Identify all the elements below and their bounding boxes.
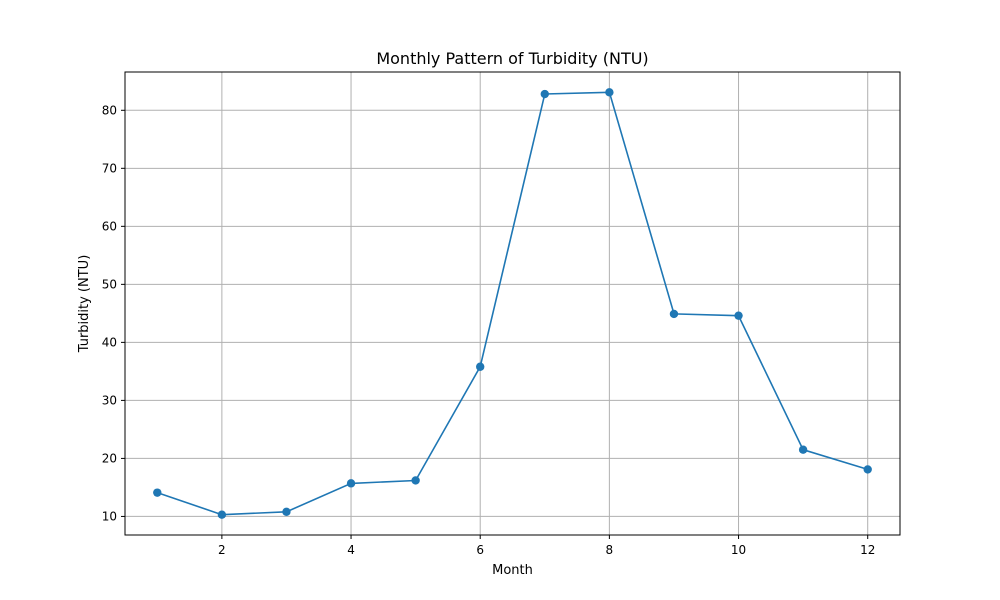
data-point xyxy=(217,510,227,519)
y-tick-label: 70 xyxy=(102,161,117,175)
x-axis-label: Month xyxy=(492,563,533,578)
ticks: 2 4 6 8 10 12 10 20 30 40 50 60 70 80 xyxy=(102,103,876,557)
data-point xyxy=(734,311,743,320)
y-tick-label: 80 xyxy=(102,103,117,117)
data-point xyxy=(798,445,808,454)
x-tick-label: 10 xyxy=(731,543,746,557)
y-tick-label: 10 xyxy=(102,509,117,523)
grid xyxy=(125,72,900,535)
series-line xyxy=(157,91,868,516)
data-point xyxy=(605,88,614,97)
series-layer xyxy=(153,88,872,519)
data-point xyxy=(153,488,162,497)
data-point xyxy=(476,362,485,371)
data-point xyxy=(346,479,356,488)
chart-title: Monthly Pattern of Turbidity (NTU) xyxy=(376,49,648,68)
x-tick-label: 8 xyxy=(606,543,614,557)
y-tick-label: 20 xyxy=(102,451,117,465)
x-tick-label: 6 xyxy=(476,543,484,557)
y-tick-label: 60 xyxy=(102,219,117,233)
x-tick-label: 12 xyxy=(860,543,875,557)
data-point xyxy=(863,465,872,474)
data-point xyxy=(411,476,420,485)
y-tick-label: 40 xyxy=(102,335,117,349)
x-tick-label: 2 xyxy=(218,543,226,557)
x-tick-label: 4 xyxy=(347,543,355,557)
data-point xyxy=(669,309,679,319)
data-point xyxy=(282,507,291,516)
y-tick-label: 50 xyxy=(102,277,117,291)
y-tick-label: 30 xyxy=(102,393,117,407)
y-axis-label: Turbidity (NTU) xyxy=(77,255,92,354)
plot-frame xyxy=(124,71,901,536)
data-point xyxy=(540,89,549,99)
